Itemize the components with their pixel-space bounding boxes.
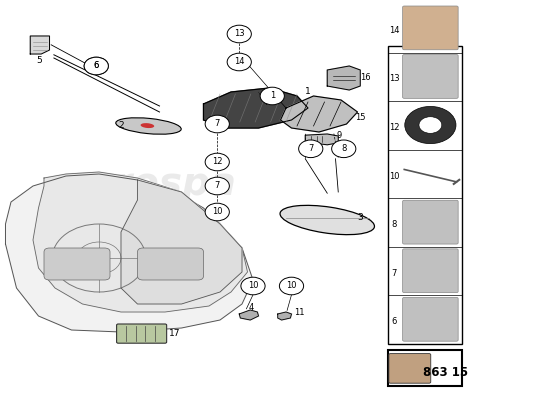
Circle shape xyxy=(279,277,304,295)
Text: a passion for parts since 1985: a passion for parts since 1985 xyxy=(74,219,223,229)
FancyBboxPatch shape xyxy=(117,324,167,343)
Ellipse shape xyxy=(116,118,181,134)
Ellipse shape xyxy=(280,205,375,235)
FancyBboxPatch shape xyxy=(388,350,462,386)
Polygon shape xyxy=(6,174,253,332)
Text: 1: 1 xyxy=(270,92,275,100)
Text: 2: 2 xyxy=(118,122,124,130)
Polygon shape xyxy=(33,172,248,312)
Polygon shape xyxy=(278,312,292,320)
Text: 7: 7 xyxy=(308,144,314,153)
Circle shape xyxy=(227,25,251,43)
Text: 14: 14 xyxy=(234,58,245,66)
Circle shape xyxy=(260,87,284,105)
Circle shape xyxy=(84,57,108,75)
Text: 4: 4 xyxy=(249,303,254,312)
Text: 9: 9 xyxy=(336,132,342,140)
FancyBboxPatch shape xyxy=(403,249,458,293)
Text: 10: 10 xyxy=(248,282,258,290)
Circle shape xyxy=(84,57,108,75)
FancyBboxPatch shape xyxy=(388,46,462,344)
Polygon shape xyxy=(280,96,358,132)
Polygon shape xyxy=(239,310,258,320)
Text: 863 15: 863 15 xyxy=(423,366,468,378)
Circle shape xyxy=(419,117,442,133)
Text: 7: 7 xyxy=(214,182,220,190)
FancyBboxPatch shape xyxy=(44,248,110,280)
Text: 7: 7 xyxy=(214,120,220,128)
Circle shape xyxy=(332,140,356,158)
Text: 12: 12 xyxy=(389,123,400,132)
Ellipse shape xyxy=(141,123,154,128)
FancyBboxPatch shape xyxy=(403,54,458,98)
Circle shape xyxy=(241,277,265,295)
Text: 6: 6 xyxy=(392,317,397,326)
Polygon shape xyxy=(327,66,360,90)
Text: 7: 7 xyxy=(392,269,397,278)
Circle shape xyxy=(227,53,251,71)
Text: 12: 12 xyxy=(212,158,223,166)
Text: 17: 17 xyxy=(169,329,180,338)
Text: 1: 1 xyxy=(305,88,311,96)
Circle shape xyxy=(205,115,229,133)
Text: 14: 14 xyxy=(389,26,400,35)
Text: 10: 10 xyxy=(389,172,400,180)
Circle shape xyxy=(205,153,229,171)
Text: 8: 8 xyxy=(392,220,397,229)
FancyBboxPatch shape xyxy=(138,248,204,280)
FancyBboxPatch shape xyxy=(389,354,431,383)
Text: 13: 13 xyxy=(234,30,245,38)
Text: 5: 5 xyxy=(37,56,42,65)
Text: 10: 10 xyxy=(212,208,223,216)
Polygon shape xyxy=(121,180,242,304)
Text: 15: 15 xyxy=(355,114,366,122)
FancyBboxPatch shape xyxy=(403,6,458,50)
Text: 8: 8 xyxy=(341,144,346,153)
Circle shape xyxy=(205,203,229,221)
Text: 13: 13 xyxy=(389,74,400,83)
Circle shape xyxy=(299,140,323,158)
Text: 3: 3 xyxy=(358,214,363,222)
FancyBboxPatch shape xyxy=(403,298,458,341)
Circle shape xyxy=(405,106,456,144)
Text: 10: 10 xyxy=(286,282,297,290)
Text: 6: 6 xyxy=(94,62,99,70)
Polygon shape xyxy=(305,134,338,145)
Text: 16: 16 xyxy=(360,74,371,82)
Polygon shape xyxy=(204,88,308,128)
Text: 6: 6 xyxy=(94,62,99,70)
Circle shape xyxy=(205,177,229,195)
FancyBboxPatch shape xyxy=(403,200,458,244)
Polygon shape xyxy=(30,36,50,54)
Text: eurospa: eurospa xyxy=(60,165,237,203)
Text: 11: 11 xyxy=(294,308,305,317)
